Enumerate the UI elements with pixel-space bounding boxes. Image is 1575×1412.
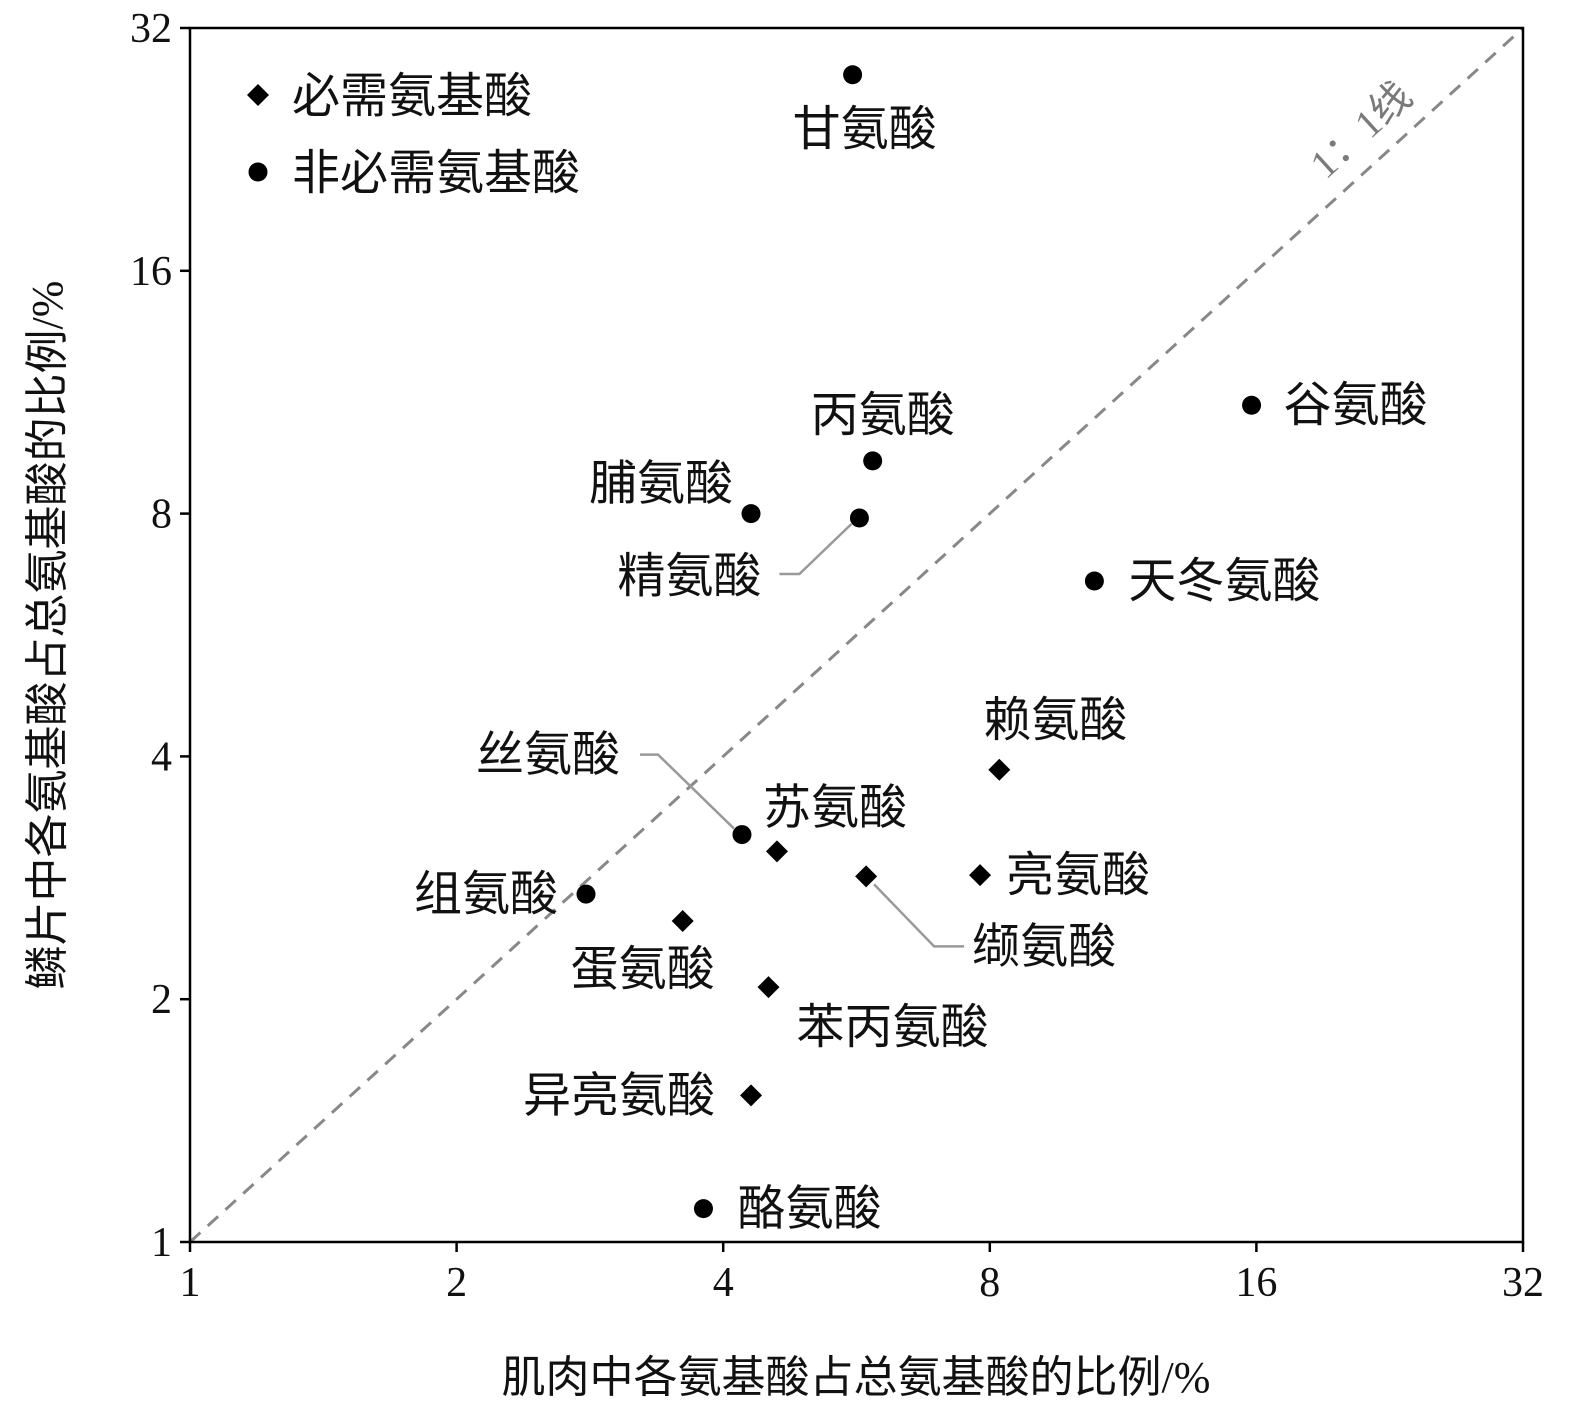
x-axis-title: 肌肉中各氨基酸占总氨基酸的比例/% <box>502 1353 1211 1402</box>
point-label: 酪氨酸 <box>737 1183 881 1236</box>
point-label: 谷氨酸 <box>1284 379 1428 432</box>
legend-circle-marker <box>248 162 268 182</box>
x-tick-label: 2 <box>446 1260 467 1306</box>
x-tick-label: 8 <box>979 1260 1000 1306</box>
nonessential-point <box>576 884 596 904</box>
essential-point <box>671 910 694 933</box>
x-tick-label: 16 <box>1235 1260 1277 1306</box>
point-label: 亮氨酸 <box>1006 849 1150 902</box>
point-label: 甘氨酸 <box>793 103 937 156</box>
point-label: 丙氨酸 <box>811 389 955 442</box>
point-label: 异亮氨酸 <box>523 1069 715 1122</box>
y-tick-label: 2 <box>151 977 172 1023</box>
legend-label: 必需氨基酸 <box>292 70 532 123</box>
legend-label: 非必需氨基酸 <box>292 147 580 200</box>
essential-point <box>757 976 780 999</box>
nonessential-point <box>1084 571 1104 591</box>
nonessential-point <box>863 451 883 471</box>
point-label: 苯丙氨酸 <box>796 1001 988 1054</box>
label-leader-line <box>873 883 965 948</box>
nonessential-point <box>843 65 863 85</box>
point-label: 天冬氨酸 <box>1128 555 1320 608</box>
point-label: 苏氨酸 <box>763 781 907 834</box>
x-tick-label: 32 <box>1502 1260 1544 1306</box>
x-tick-label: 1 <box>180 1260 201 1306</box>
y-tick-label: 4 <box>151 734 172 780</box>
point-label: 赖氨酸 <box>983 694 1127 747</box>
one-to-one-line-label: 1：1线 <box>1301 73 1420 187</box>
nonessential-point <box>693 1199 713 1219</box>
label-leader-line <box>779 523 853 576</box>
nonessential-point <box>849 508 869 528</box>
point-label: 蛋氨酸 <box>571 943 715 996</box>
essential-point <box>855 865 878 888</box>
point-label: 脯氨酸 <box>589 458 733 511</box>
x-tick-label: 4 <box>713 1260 734 1306</box>
one-to-one-line <box>188 26 1525 1244</box>
nonessential-point <box>741 504 761 524</box>
y-tick-label: 1 <box>151 1220 172 1266</box>
point-label: 缬氨酸 <box>972 920 1116 973</box>
y-axis-title: 鳞片中各氨基酸占总氨基酸的比例/% <box>23 281 72 990</box>
essential-point <box>988 758 1011 781</box>
nonessential-point <box>732 825 752 845</box>
nonessential-point <box>1242 395 1262 415</box>
essential-point <box>969 864 992 887</box>
label-leader-line <box>639 753 735 830</box>
point-label: 组氨酸 <box>414 868 558 921</box>
essential-point <box>765 840 788 863</box>
legend-diamond-marker <box>247 84 269 106</box>
y-tick-label: 32 <box>130 6 172 52</box>
point-label: 丝氨酸 <box>476 729 620 782</box>
essential-point <box>740 1084 763 1107</box>
point-label: 精氨酸 <box>617 550 761 603</box>
plot-frame <box>188 26 1525 1244</box>
y-tick-label: 16 <box>130 249 172 295</box>
y-tick-label: 8 <box>151 492 172 538</box>
